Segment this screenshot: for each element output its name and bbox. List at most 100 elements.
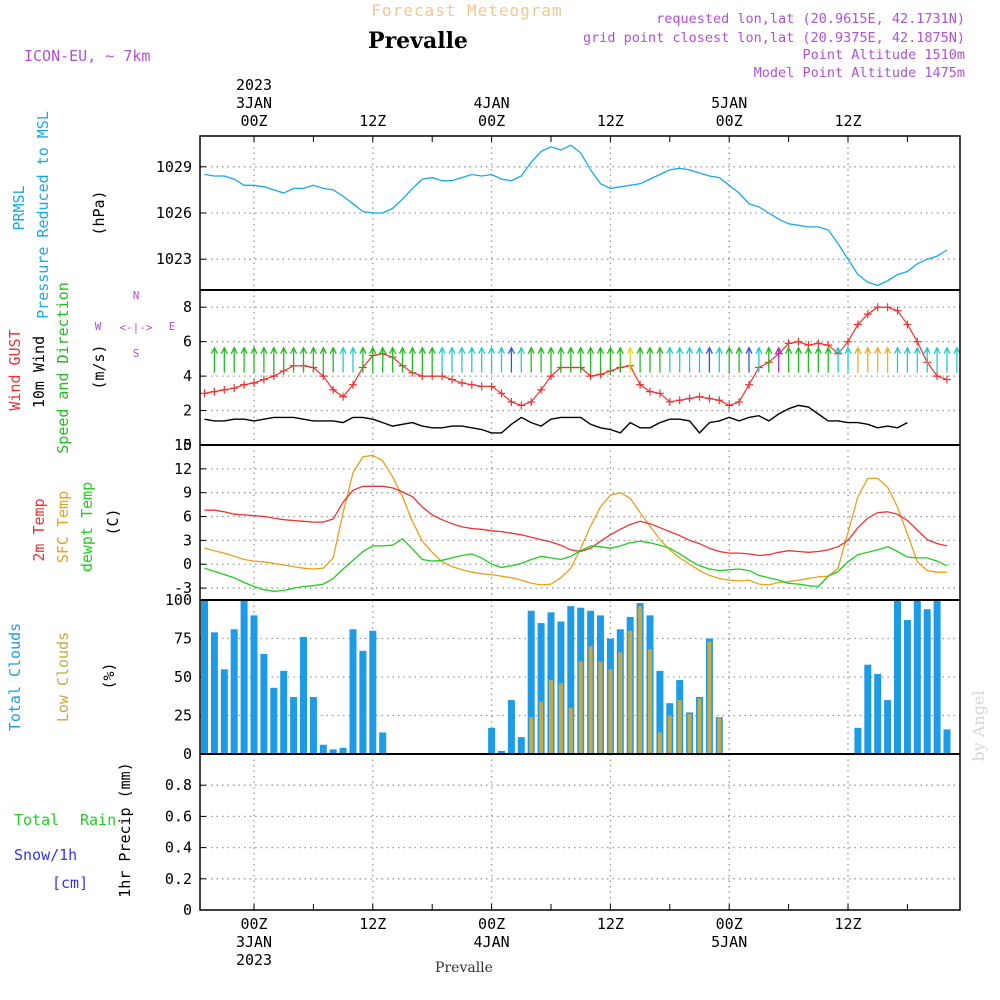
wind-direction-arrow (250, 346, 258, 373)
wind-direction-arrow (824, 346, 832, 373)
wind-direction-arrow (309, 346, 317, 373)
gust-marker (537, 385, 546, 394)
tick-label-y: 15 (174, 436, 192, 454)
time-label-bottom: 12Z (359, 915, 386, 933)
tick-label-y: 12 (174, 460, 192, 478)
model-label: ICON-EU, ~ 7km (24, 47, 150, 65)
wind-direction-arrow (913, 346, 921, 373)
sfc-temp-line (204, 454, 947, 586)
tick-label-y: 0.2 (165, 870, 192, 888)
time-label-top: 00Z (240, 112, 267, 130)
total-cloud-bar (201, 600, 208, 754)
gridpoint-coords: grid point closest lon,lat (20.9375E, 42… (583, 30, 965, 46)
wind-direction-arrow (240, 346, 248, 373)
time-label-top: 2023 (236, 76, 272, 94)
gust-marker (903, 320, 912, 329)
wind-direction-arrow (874, 346, 882, 373)
tick-label-y: 1023 (156, 250, 192, 268)
label-total-clouds: Total Clouds (6, 623, 24, 731)
gust-marker (507, 397, 516, 406)
low-cloud-bar (539, 701, 544, 754)
wind-direction-arrow (864, 346, 872, 373)
wind-direction-arrow (389, 346, 397, 373)
gust-marker (725, 401, 734, 410)
wind-direction-arrow (884, 346, 892, 373)
low-cloud-bar (568, 707, 573, 754)
total-cloud-bar (230, 629, 238, 754)
gust-marker (784, 339, 793, 348)
dewpt-line (204, 537, 948, 592)
wind-direction-arrow (428, 346, 436, 373)
time-label-top: 4JAN (474, 94, 510, 112)
gust-marker (844, 337, 852, 346)
wind-direction-arrow (280, 346, 288, 373)
wind-direction-arrow (943, 346, 951, 373)
gust-marker (457, 379, 466, 387)
wind-direction-arrow (517, 346, 525, 373)
gust-marker (646, 387, 654, 396)
panel-wind: 0 2 4 6 8 (183, 290, 961, 454)
wind-direction-arrow (220, 346, 228, 373)
compass-south: S (133, 347, 140, 360)
wind-direction-arrow (606, 346, 614, 373)
wind-direction-arrow (577, 346, 585, 373)
time-label-top: 12Z (359, 112, 386, 130)
gust-marker (636, 380, 645, 389)
station-title: Prevalle (368, 28, 468, 54)
gust-marker (487, 382, 496, 391)
wind-direction-arrow (686, 346, 694, 373)
label-low-clouds: Low Clouds (54, 632, 72, 722)
wind-direction-arrow (775, 346, 783, 373)
low-cloud-bar (529, 717, 534, 754)
total-cloud-bar (903, 620, 911, 754)
wind-direction-arrow (814, 346, 822, 373)
tick-label-y: 100 (165, 591, 192, 609)
total-cloud-bar (884, 700, 892, 754)
gust-marker (339, 392, 348, 401)
gust-marker (220, 385, 229, 394)
compass-legend: N <-|-> W E S (95, 289, 176, 360)
total-cloud-bar (250, 615, 258, 754)
tick-label-y: 25 (174, 707, 192, 725)
label-rain: Rain (80, 811, 116, 829)
tick-label-y: 0.4 (165, 839, 192, 857)
time-label-top: 00Z (478, 112, 505, 130)
wind-direction-arrow (349, 346, 357, 373)
total-cloud-bar (220, 669, 228, 754)
wind-direction-arrow (953, 346, 961, 373)
wind-direction-arrow (844, 346, 852, 373)
total-cloud-bar (210, 632, 218, 754)
time-label-top: 00Z (716, 112, 743, 130)
total-cloud-bar (339, 747, 347, 754)
wind-direction-arrow (557, 346, 565, 373)
wind-direction-arrow (804, 346, 812, 373)
wind-direction-arrow (319, 346, 327, 373)
model-altitude: Model Point Altitude 1475m (754, 65, 965, 81)
wind-direction-arrow (725, 346, 733, 373)
wind-direction-arrow (369, 346, 377, 373)
gust-marker (240, 380, 249, 389)
wind-direction-arrow (666, 346, 674, 373)
panel-clouds: 0 25 50 75 100 (165, 591, 960, 763)
wind-direction-arrow (567, 346, 575, 373)
gust-marker (735, 397, 744, 406)
wind-direction-arrow (230, 346, 238, 373)
temp-2m-line (204, 485, 948, 557)
gust-marker (943, 375, 951, 384)
tick-label-y: 2 (183, 402, 192, 420)
tick-label-y: 75 (174, 630, 192, 648)
tick-label-y: 0 (183, 745, 192, 763)
low-cloud-bar (687, 713, 692, 754)
gust-marker (210, 387, 219, 396)
tick-label-y: 6 (183, 508, 192, 526)
wind-direction-arrow (893, 346, 902, 373)
gust-marker (794, 337, 803, 346)
total-cloud-bar (874, 673, 882, 754)
time-label-top: 12Z (597, 112, 624, 130)
gust-marker (913, 337, 922, 346)
tick-label-y: 8 (183, 298, 192, 316)
total-cloud-bar (923, 609, 931, 754)
tick-label-y: 1026 (156, 204, 192, 222)
total-cloud-bar (913, 600, 921, 754)
wind-direction-arrow (359, 346, 367, 373)
